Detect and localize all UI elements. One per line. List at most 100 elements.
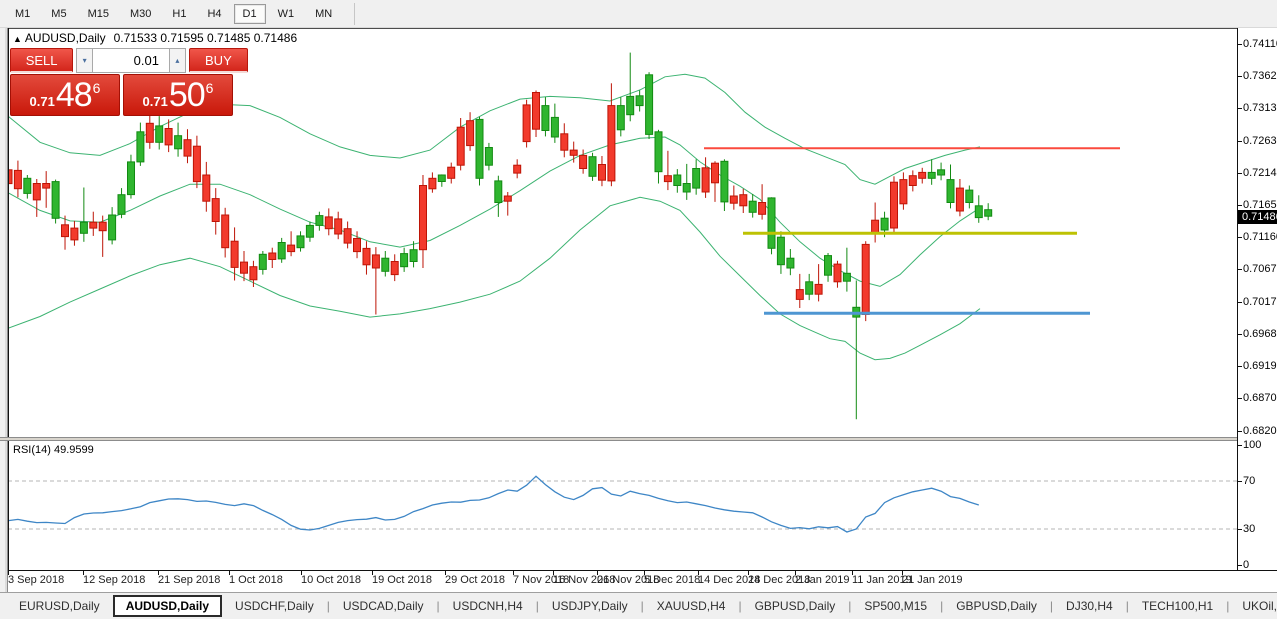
timeframe-button-mn[interactable]: MN — [315, 7, 333, 20]
tab-separator: | — [848, 599, 852, 613]
tab-audusd-1[interactable]: AUDUSD,Daily — [112, 595, 223, 617]
timeframe-button-m1[interactable]: M1 — [15, 7, 31, 20]
candle — [908, 170, 917, 192]
bollinger-lower-band — [8, 196, 981, 361]
candle — [305, 221, 314, 242]
candle — [729, 185, 738, 210]
tab-dj30-10[interactable]: DJ30,H4 — [1066, 599, 1113, 613]
candle — [550, 103, 559, 143]
candle — [127, 154, 135, 199]
candle — [155, 116, 164, 150]
volume-increase-button[interactable]: ▴ — [168, 48, 186, 73]
candle — [145, 110, 154, 149]
buy-price-box[interactable]: 0.71 50 6 — [123, 74, 233, 116]
price-tick — [1238, 205, 1242, 207]
timeframe-button-m30[interactable]: M30 — [129, 7, 152, 20]
buy-button[interactable]: BUY — [188, 48, 249, 73]
volume-decrease-button[interactable]: ▾ — [76, 48, 93, 73]
candle — [805, 273, 814, 301]
tab-usdcnh-4[interactable]: USDCNH,H4 — [452, 599, 523, 613]
price-tick — [1238, 76, 1242, 78]
tab-usdchf-2[interactable]: USDCHF,Daily — [235, 599, 314, 613]
date-tick — [748, 571, 749, 575]
panel-divider[interactable] — [0, 437, 1277, 441]
date-label: 1 Oct 2018 — [229, 574, 283, 586]
timeframe-toolbar: M1 M5 M15 M30 H1 H4 D1 W1 MN — [0, 0, 1277, 28]
date-label: 14 Dec 2018 — [698, 574, 761, 586]
date-tick — [852, 571, 853, 575]
ohlc-values: 0.71533 0.71595 0.71485 0.71486 — [113, 31, 298, 45]
timeframe-button-m5[interactable]: M5 — [51, 7, 67, 20]
date-tick — [902, 571, 903, 575]
candle — [192, 135, 201, 189]
volume-input[interactable] — [92, 48, 169, 73]
candle — [607, 83, 616, 187]
date-label: 3 Sep 2018 — [8, 574, 65, 586]
tab-usdcad-3[interactable]: USDCAD,Daily — [342, 599, 424, 613]
date-tick — [513, 571, 514, 575]
candle — [899, 172, 908, 210]
candle — [98, 215, 107, 257]
candle — [720, 159, 729, 211]
candle — [579, 149, 588, 174]
candle — [890, 176, 898, 233]
candle — [532, 90, 540, 137]
rsi-axis-label: 0 — [1243, 559, 1250, 571]
candle — [776, 231, 785, 274]
candle — [645, 72, 654, 139]
candle — [343, 221, 352, 249]
chart-tab-bar: EURUSD,Daily AUDUSD,Daily USDCHF,Daily | USD… — [0, 592, 1277, 619]
tab-separator: | — [1125, 599, 1129, 613]
tab-gbpusd-9[interactable]: GBPUSD,Daily — [956, 599, 1037, 613]
date-label: 12 Sep 2018 — [83, 574, 146, 586]
candle — [871, 202, 880, 243]
tab-tech100-11[interactable]: TECH100,H1 — [1141, 599, 1214, 613]
candle — [240, 251, 248, 282]
timeframe-button-m15[interactable]: M15 — [87, 7, 109, 20]
candle — [955, 179, 964, 217]
timeframe-button-w1[interactable]: W1 — [277, 7, 295, 20]
tab-separator: | — [436, 599, 440, 613]
tab-gbpusd-7[interactable]: GBPUSD,Daily — [754, 599, 836, 613]
candle — [852, 280, 861, 420]
price-tick — [1238, 141, 1242, 143]
candle — [616, 97, 625, 137]
timeframe-button-h4[interactable]: H4 — [207, 7, 222, 20]
candle — [654, 129, 663, 184]
date-tick — [553, 571, 554, 575]
candle — [814, 264, 823, 302]
tab-xauusd-6[interactable]: XAUUSD,H4 — [656, 599, 726, 613]
date-label: 5 Dec 2018 — [644, 574, 701, 586]
tab-ukoil-12[interactable]: UKOil,H1 — [1242, 599, 1277, 613]
date-tick — [597, 571, 598, 575]
candle — [842, 247, 851, 292]
candle — [598, 156, 606, 187]
window-left-border — [0, 28, 8, 592]
sell-button[interactable]: SELL — [10, 48, 74, 73]
candle — [13, 160, 22, 198]
candle — [400, 247, 409, 272]
candle — [381, 251, 390, 277]
sell-price-box[interactable]: 0.71 48 6 — [10, 74, 120, 116]
tab-usdjpy-5[interactable]: USDJPY,Daily — [551, 599, 628, 613]
timeframe-button-h1[interactable]: H1 — [172, 7, 187, 20]
candle — [965, 185, 974, 209]
candle — [748, 194, 757, 218]
price-tick — [1238, 108, 1242, 110]
tab-eurusd-0[interactable]: EURUSD,Daily — [19, 599, 100, 613]
tab-sp500-8[interactable]: SP500,M15 — [864, 599, 928, 613]
candle — [494, 175, 503, 217]
date-label: 11 Jan 2019 — [852, 574, 912, 586]
rsi-indicator-label: RSI(14) 49.9599 — [13, 444, 94, 456]
timeframe-button-d1[interactable]: D1 — [233, 3, 266, 24]
sell-price-pip: 6 — [92, 80, 101, 96]
date-axis[interactable]: 3 Sep 2018 12 Sep 2018 21 Sep 2018 1 Oct 20… — [8, 570, 1277, 592]
price-tick — [1238, 366, 1242, 368]
date-label: 16 Nov 2018 — [553, 574, 616, 586]
symbol-period-label: AUDUSD,Daily — [24, 31, 106, 45]
